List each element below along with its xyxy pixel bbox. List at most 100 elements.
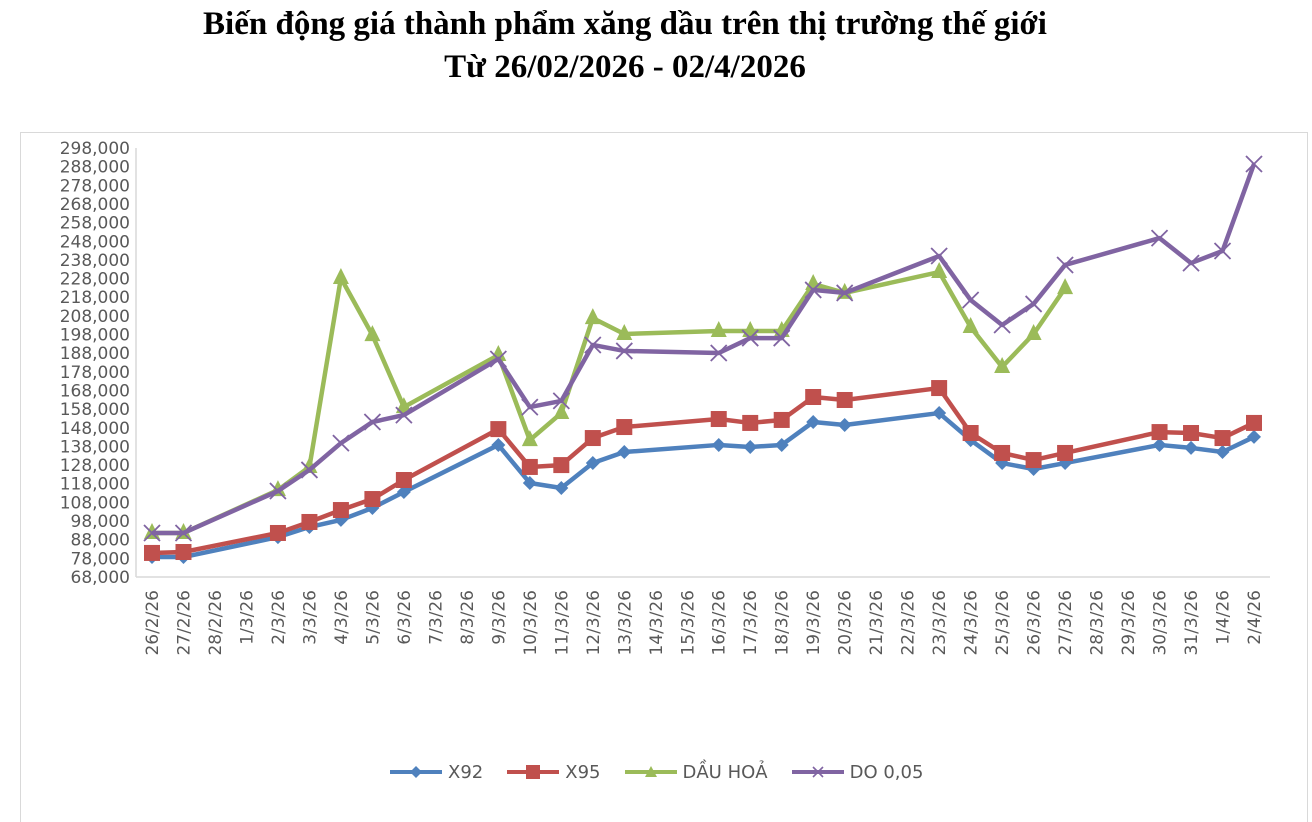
y-tick-label: 98,000: [71, 512, 130, 532]
x-tick-label: 26/2/26: [143, 590, 163, 656]
x-marker: [332, 434, 350, 452]
triangle-marker: [994, 356, 1011, 373]
y-tick-label: 88,000: [71, 531, 130, 551]
diamond-marker: [932, 406, 947, 421]
x-tick-label: 13/3/26: [615, 590, 635, 656]
square-marker: [994, 444, 1011, 461]
y-tick-label: 198,000: [60, 326, 130, 346]
x-tick-label: 7/3/26: [426, 590, 446, 645]
x-tick-label: 23/3/26: [930, 590, 950, 656]
x-tick-label: 3/3/26: [300, 590, 320, 645]
diamond-marker: [806, 415, 821, 430]
triangle-marker: [364, 325, 381, 342]
square-marker: [1151, 424, 1168, 441]
x-marker: [174, 524, 193, 542]
square-marker: [332, 502, 349, 519]
y-tick-label: 108,000: [60, 493, 130, 513]
diamond-marker: [711, 437, 726, 452]
x-marker: [993, 316, 1011, 334]
x-marker: [552, 392, 570, 410]
x-tick-label: 18/3/26: [773, 590, 793, 656]
diamond-marker: [491, 437, 506, 452]
triangle-marker: [332, 268, 349, 285]
legend-item: DẦU HOẢ: [623, 762, 768, 783]
series-layer: [143, 155, 1263, 565]
x-tick-label: 31/3/26: [1182, 590, 1202, 656]
square-marker: [931, 380, 948, 397]
y-tick-label: 218,000: [60, 288, 130, 308]
x-marker: [1056, 256, 1074, 274]
square-marker: [773, 411, 790, 428]
diamond-marker: [743, 439, 758, 454]
diamond-marker: [1184, 440, 1199, 455]
x-tick-label: 19/3/26: [804, 590, 824, 656]
legend-triangle-icon: [624, 766, 677, 777]
y-tick-label: 268,000: [60, 195, 130, 215]
square-marker: [1214, 430, 1231, 447]
y-tick-label: 228,000: [60, 270, 130, 290]
x-tick-label: 14/3/26: [647, 590, 667, 656]
triangle-marker: [1057, 278, 1074, 295]
x-tick-label: 28/2/26: [206, 590, 226, 656]
square-marker: [395, 472, 412, 489]
square-marker: [1183, 425, 1200, 442]
x-tick-label: 6/3/26: [395, 590, 415, 645]
square-marker: [836, 391, 853, 408]
diamond-marker: [1152, 437, 1167, 452]
square-marker: [710, 411, 727, 428]
square-marker: [584, 430, 601, 447]
square-marker: [616, 419, 633, 436]
legend-square-icon: [507, 765, 560, 779]
square-marker: [1057, 444, 1074, 461]
square-marker: [553, 457, 570, 474]
square-marker: [175, 544, 192, 561]
square-marker: [269, 524, 286, 541]
triangle-marker: [805, 273, 822, 290]
square-marker: [521, 458, 538, 475]
x-tick-label: 27/3/26: [1056, 590, 1076, 656]
legend-diamond-icon: [390, 766, 442, 778]
x-marker: [395, 406, 413, 424]
x-tick-label: 12/3/26: [584, 590, 604, 656]
x-tick-label: 11/3/26: [552, 590, 572, 656]
square-marker: [1246, 414, 1262, 431]
chart-area-border: [20, 132, 1308, 822]
y-axis: 68,00078,00088,00098,000108,000118,00012…: [60, 139, 137, 588]
x-marker: [615, 342, 633, 360]
series-line: [152, 269, 1067, 536]
x-marker: [930, 247, 948, 265]
chart-legend: X92 X95 DẦU HOẢ DO 0,05: [388, 757, 923, 787]
x-tick-label: 24/3/26: [962, 590, 982, 656]
x-marker: [269, 482, 287, 500]
y-tick-label: 188,000: [60, 344, 130, 364]
y-tick-label: 298,000: [60, 139, 130, 159]
series-line: [152, 410, 1255, 560]
x-tick-label: 22/3/26: [899, 590, 919, 656]
x-marker: [143, 524, 161, 542]
x-tick-label: 16/3/26: [710, 590, 730, 656]
x-marker: [804, 281, 822, 299]
y-tick-label: 158,000: [60, 400, 130, 420]
diamond-marker: [396, 484, 411, 499]
square-marker: [742, 414, 759, 431]
x-tick-label: 1/4/26: [1214, 590, 1234, 645]
y-tick-label: 208,000: [60, 307, 130, 327]
square-marker: [1025, 452, 1042, 469]
x-tick-label: 2/3/26: [269, 590, 289, 645]
x-tick-label: 1/3/26: [237, 590, 257, 645]
square-marker: [364, 491, 381, 508]
diamond-marker: [1215, 445, 1230, 460]
square-marker: [144, 544, 160, 561]
x-tick-label: 5/3/26: [363, 590, 383, 645]
diamond-marker: [617, 445, 632, 460]
x-marker: [489, 350, 507, 368]
x-tick-label: 10/3/26: [521, 590, 541, 656]
triangle-marker: [490, 345, 507, 362]
triangle-marker: [1025, 323, 1042, 340]
x-marker: [741, 329, 759, 347]
x-marker: [710, 344, 728, 362]
triangle-marker: [962, 317, 979, 334]
x-marker: [1150, 229, 1169, 247]
square-marker: [490, 421, 507, 438]
triangle-marker: [521, 430, 538, 447]
